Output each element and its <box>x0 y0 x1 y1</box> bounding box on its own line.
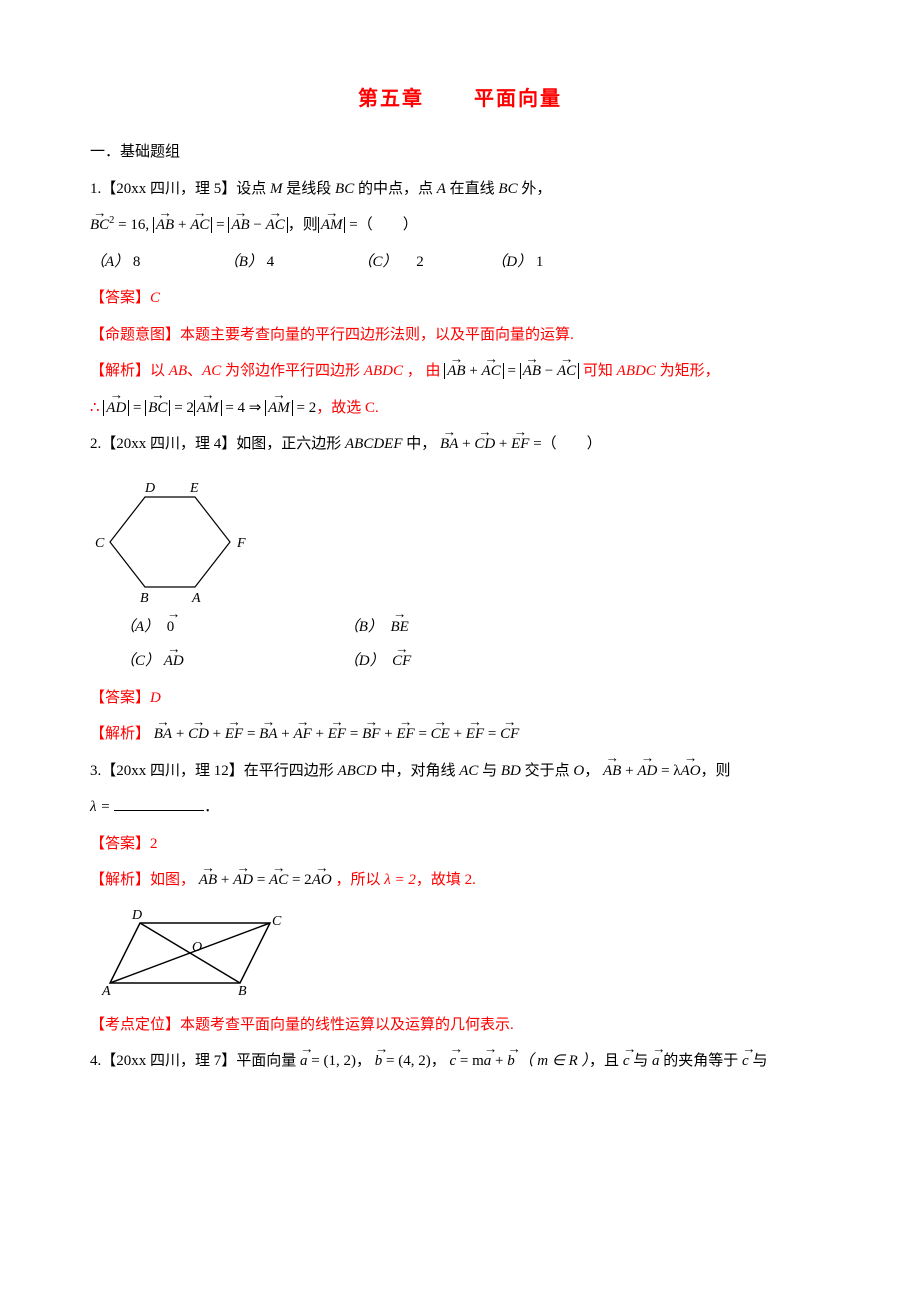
q2-choices-row1: （A） 0 （B） BE <box>120 613 830 642</box>
q1-choices: （A） 8 （B） 4 （C） 2 （D） 1 <box>90 248 830 277</box>
title-part-a: 第五章 <box>358 88 424 110</box>
q3-kaodian: 【考点定位】本题考查平面向量的线性运算以及运算的几何表示. <box>90 1011 830 1040</box>
para-label-D: D <box>131 908 142 923</box>
hex-label-B: B <box>140 591 149 606</box>
hex-label-F: F <box>236 536 246 551</box>
q2-choices-row2: （C） AD （D） CF <box>120 647 830 676</box>
para-label-A: A <box>101 984 111 999</box>
hex-label-A: A <box>191 591 201 606</box>
hex-label-E: E <box>189 481 199 496</box>
para-label-B: B <box>238 984 247 999</box>
hexagon-figure: D E C F B A <box>90 467 260 607</box>
q1-answer: 【答案】C <box>90 284 830 313</box>
q3-solution: 【解析】如图， AB + AD = AC = 2AO ，所以 λ = 2，故填 … <box>90 866 830 895</box>
hex-label-D: D <box>144 481 155 496</box>
para-label-O: O <box>192 940 202 955</box>
section-heading: 一．基础题组 <box>90 138 830 167</box>
q1-equation: BC2 = 16, AB + AC = AB − AC，则AM =（ ） <box>90 211 830 240</box>
chapter-title: 第五章 平面向量 <box>90 80 830 118</box>
hex-label-C: C <box>95 536 105 551</box>
title-part-b: 平面向量 <box>474 88 562 110</box>
q3-stem: 3.【20xx 四川，理 12】在平行四边形 ABCD 中，对角线 AC 与 B… <box>90 757 830 786</box>
q3-blank: λ = ． <box>90 793 830 822</box>
parallelogram-figure: A B C D O <box>90 903 290 1003</box>
q1-solution-line2: ∴ AD = BC = 2AM = 4 ⇒ AM = 2，故选 C. <box>90 394 830 423</box>
q2-solution: 【解析】 BA + CD + EF = BA + AF + EF = BF + … <box>90 720 830 749</box>
q4-stem: 4.【20xx 四川，理 7】平面向量 a = (1, 2)， b = (4, … <box>90 1047 830 1076</box>
para-label-C: C <box>272 914 282 929</box>
q2-stem: 2.【20xx 四川，理 4】如图，正六边形 ABCDEF 中， BA + CD… <box>90 430 830 459</box>
